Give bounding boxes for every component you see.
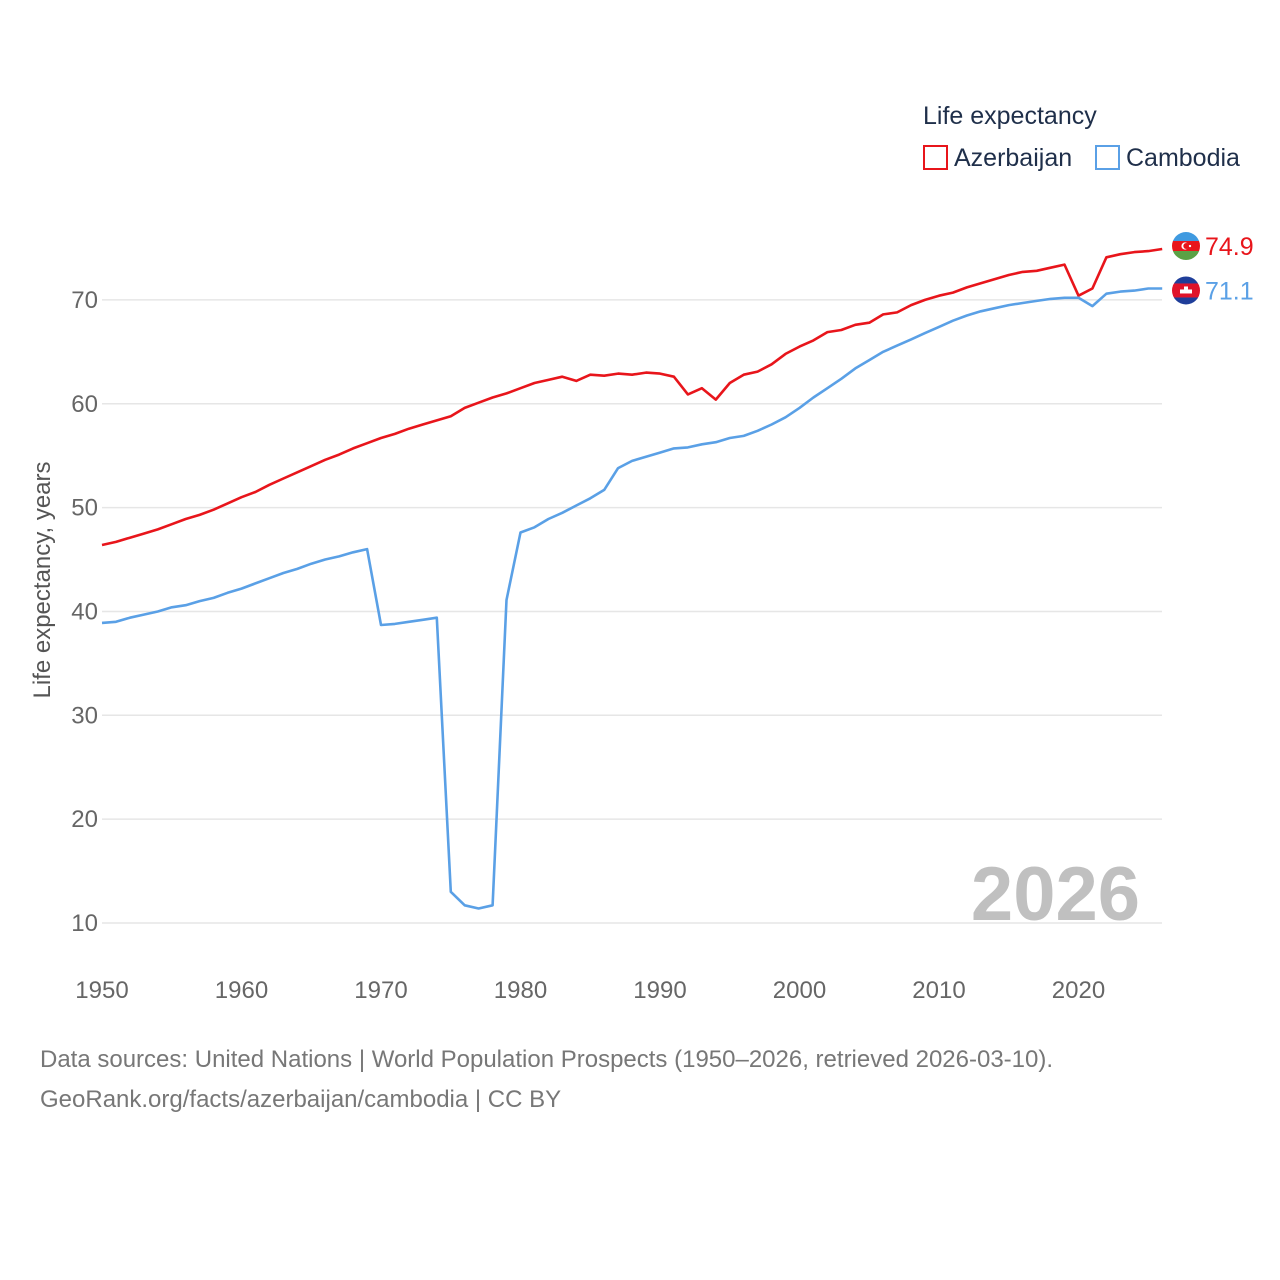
x-tick-label: 1990 (633, 977, 686, 1004)
y-tick-label: 50 (71, 495, 98, 522)
cambodia-flag-icon (1172, 276, 1200, 305)
x-tick-label: 1980 (494, 977, 547, 1004)
legend-title: Life expectancy (923, 102, 1097, 130)
x-tick-label: 2010 (912, 977, 965, 1004)
current-year-label: 2026 (971, 852, 1140, 937)
end-value-cambodia: 71.1 (1205, 277, 1254, 305)
x-tick-label: 1960 (215, 977, 268, 1004)
end-markers: 74.9 71.1 (1172, 232, 1254, 305)
end-value-azerbaijan: 74.9 (1205, 233, 1254, 261)
x-tick-label: 2020 (1052, 977, 1105, 1004)
y-tick-label: 70 (71, 287, 98, 314)
y-axis-title: Life expectancy, years (29, 461, 56, 698)
y-tick-label: 10 (71, 910, 98, 937)
legend[interactable]: Life expectancy Azerbaijan Cambodia (923, 102, 1240, 172)
grid-lines (102, 299, 1162, 924)
legend-swatch-cambodia[interactable] (1095, 145, 1120, 170)
life-expectancy-chart: 10 20 30 40 50 60 70 1950 1960 1970 1980 1990 2000 2… (29, 102, 1254, 1004)
azerbaijan-flag-icon (1172, 232, 1200, 261)
data-source-link[interactable]: GeoRank.org/facts/azerbaijan/cambodia | … (40, 1086, 562, 1113)
y-axis-ticks: 10 20 30 40 50 60 70 (71, 287, 98, 937)
y-tick-label: 40 (71, 598, 98, 625)
series-line-cambodia[interactable] (101, 287, 1163, 910)
legend-label-cambodia[interactable]: Cambodia (1126, 144, 1240, 172)
y-tick-label: 30 (71, 702, 98, 729)
series-line-azerbaijan[interactable] (101, 247, 1163, 547)
x-tick-label: 1950 (75, 977, 128, 1004)
x-axis-ticks: 1950 1960 1970 1980 1990 2000 2010 2020 (75, 977, 1105, 1004)
series-lines (101, 247, 1163, 910)
legend-swatch-azerbaijan[interactable] (923, 145, 948, 170)
y-tick-label: 20 (71, 806, 98, 833)
x-tick-label: 1970 (354, 977, 407, 1004)
x-tick-label: 2000 (773, 977, 826, 1004)
legend-label-azerbaijan[interactable]: Azerbaijan (954, 144, 1072, 172)
y-tick-label: 60 (71, 391, 98, 418)
data-source-line: Data sources: United Nations | World Pop… (40, 1046, 1054, 1073)
